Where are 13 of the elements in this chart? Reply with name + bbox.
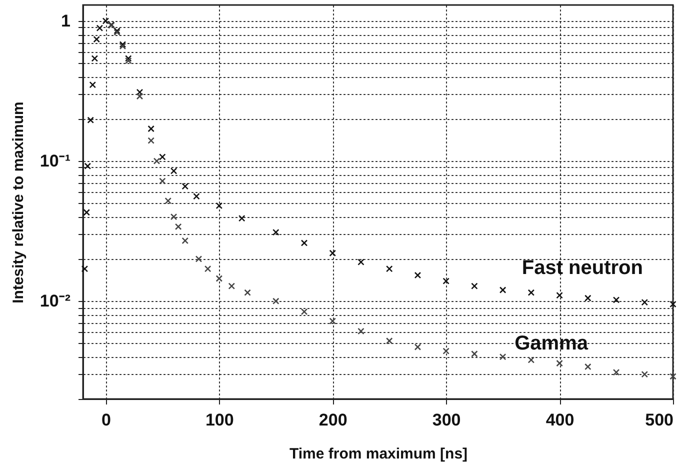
x-tick-label: 0 [101,410,111,430]
x-axis-title: Time from maximum [ns] [289,446,468,462]
series-label: Fast neutron [522,257,643,280]
y-tick-label: 10⁻² [40,292,71,311]
y-axis-title: Intesity relative to maximum [10,102,27,304]
y-tick-label: 1 [61,11,70,30]
x-tick-label: 200 [318,410,348,430]
x-tick-label: 500 [645,410,674,430]
x-tick-label: 300 [432,410,461,430]
x-tick-label: 100 [205,410,234,430]
series-label: Gamma [514,332,589,354]
x-tick-label: 400 [546,410,574,430]
y-tick-label: 10⁻¹ [40,152,71,171]
